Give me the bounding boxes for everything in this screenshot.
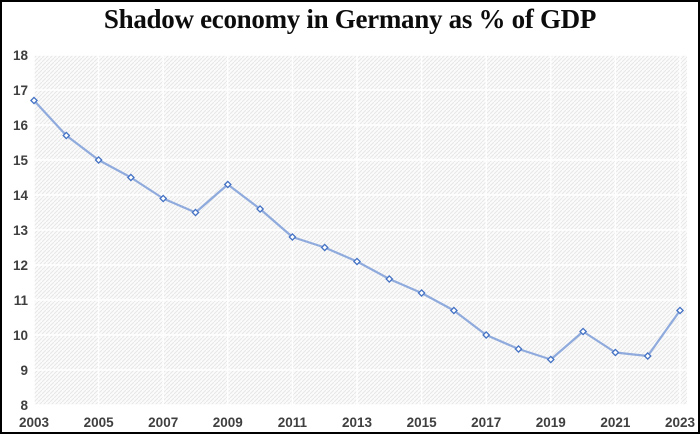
data-point-marker [126, 173, 135, 182]
x-tick-label: 2021 [600, 415, 631, 430]
data-point-marker [29, 96, 39, 105]
x-axis-labels: 2003 2005 2007 2009 2011 2013 2015 2017 2019 2021… [19, 415, 696, 430]
y-tick-label: 15 [13, 153, 29, 168]
data-point-marker [514, 344, 523, 354]
chart-title: Shadow economy in Germany as % of GDP [103, 4, 597, 34]
data-point-marker [62, 131, 71, 140]
data-point-marker [546, 355, 555, 364]
y-tick-label: 9 [20, 363, 28, 378]
data-point-marker [675, 306, 685, 315]
data-point-markers [29, 96, 685, 364]
data-point-marker [643, 351, 652, 361]
y-tick-label: 8 [20, 398, 28, 413]
data-point-marker [611, 348, 620, 357]
x-tick-label: 2015 [407, 415, 438, 430]
data-point-marker [159, 194, 168, 203]
y-axis-labels: 8 9 10 11 12 13 14 15 16 17 18 [13, 48, 29, 413]
data-point-marker [385, 274, 394, 284]
y-tick-label: 18 [13, 48, 29, 63]
x-tick-label: 2019 [536, 415, 566, 430]
y-tick-label: 16 [13, 118, 29, 133]
x-tick-label: 2009 [213, 415, 243, 430]
x-tick-label: 2011 [278, 415, 308, 430]
x-tick-label: 2017 [471, 415, 501, 430]
y-tick-label: 14 [13, 188, 29, 203]
data-point-marker [352, 257, 362, 266]
data-point-marker [320, 243, 329, 252]
y-tick-label: 10 [13, 328, 28, 343]
data-point-marker [94, 155, 103, 165]
y-tick-label: 11 [14, 293, 29, 308]
data-point-marker [482, 330, 491, 340]
data-point-marker [191, 208, 200, 217]
gridlines [33, 54, 687, 406]
data-point-marker [288, 232, 297, 242]
data-point-marker [449, 306, 458, 315]
x-tick-label: 2007 [148, 415, 178, 430]
x-tick-label: 2005 [84, 415, 115, 430]
data-point-marker [579, 327, 588, 336]
y-tick-label: 17 [13, 83, 28, 98]
data-point-marker [417, 288, 426, 298]
data-point-marker [256, 204, 265, 214]
y-tick-label: 13 [13, 223, 29, 238]
x-tick-label: 2013 [342, 415, 373, 430]
x-tick-label: 2003 [19, 415, 50, 430]
data-point-marker [223, 180, 232, 189]
x-tick-label: 2023 [665, 415, 696, 430]
y-tick-label: 12 [13, 258, 28, 273]
